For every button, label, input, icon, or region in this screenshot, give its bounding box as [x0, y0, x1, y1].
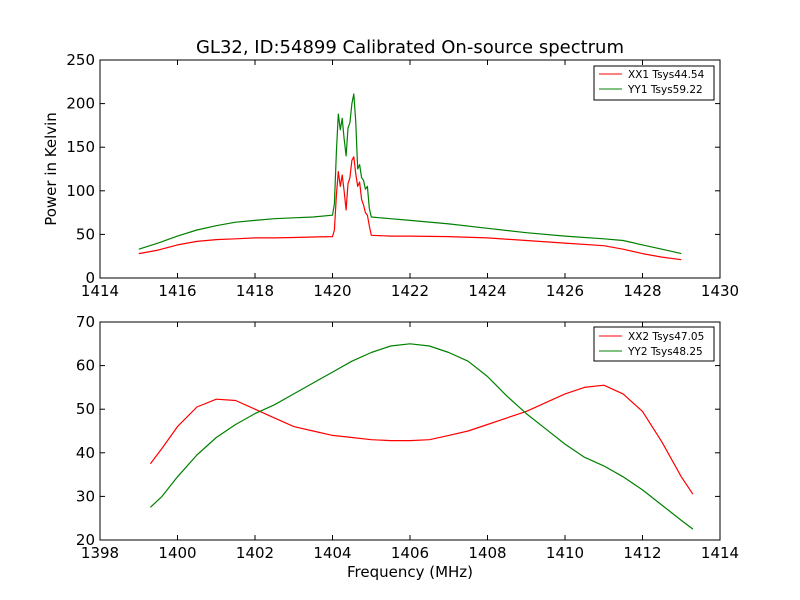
bottom-series-line-xx — [149, 384, 694, 495]
top-series-line-yy — [138, 93, 682, 255]
bottom-y-tick-label: 60 — [76, 357, 95, 375]
top-x-tick-label: 1424 — [468, 282, 506, 300]
bottom-panel: 1398 1400 1402 1404 1406 1408 1410 1412 1414 20 30… — [76, 313, 739, 581]
top-y-tick-label: 250 — [66, 51, 95, 69]
top-legend-label-yy1: YY1 Tsys59.22 — [627, 84, 703, 96]
top-y-axis-label: Power in Kelvin — [42, 112, 60, 226]
top-x-tick-label: 1416 — [158, 282, 196, 300]
bottom-y-tick-label: 70 — [76, 313, 95, 331]
top-panel: 1414 1416 1418 1420 1422 1424 1426 1428 1430 0 50 1… — [42, 51, 739, 300]
top-series-line-xx — [138, 156, 682, 261]
top-x-tick-label: 1414 — [81, 282, 119, 300]
bottom-legend-label-xx2: XX2 Tsys47.05 — [628, 331, 704, 343]
top-y-tick-label: 50 — [76, 225, 95, 243]
chart-title: GL32, ID:54899 Calibrated On-source spec… — [196, 37, 624, 58]
bottom-x-tick-label: 1400 — [158, 544, 196, 562]
bottom-tick-group: 1398 1400 1402 1404 1406 1408 1410 1412 1414 20 30… — [76, 313, 739, 562]
bottom-x-tick-label: 1404 — [313, 544, 351, 562]
top-x-tick-label: 1430 — [701, 282, 739, 300]
top-x-tick-label: 1418 — [236, 282, 274, 300]
bottom-series-group — [149, 343, 694, 530]
bottom-x-axis-label: Frequency (MHz) — [347, 563, 473, 581]
bottom-legend-label-yy2: YY2 Tsys48.25 — [627, 346, 703, 358]
top-y-tick-label: 0 — [85, 269, 95, 287]
top-y-tick-label: 200 — [66, 95, 95, 113]
bottom-y-tick-label: 50 — [76, 400, 95, 418]
bottom-x-tick-label: 1410 — [546, 544, 584, 562]
top-series-group — [138, 93, 682, 261]
top-tick-group: 1414 1416 1418 1420 1422 1424 1426 1428 1430 0 50 1… — [66, 51, 739, 300]
bottom-y-tick-label: 20 — [76, 531, 95, 549]
bottom-x-tick-label: 1412 — [623, 544, 661, 562]
top-x-tick-label: 1420 — [313, 282, 351, 300]
top-legend-box — [593, 65, 715, 101]
bottom-x-tick-label: 1408 — [468, 544, 506, 562]
top-x-tick-label: 1428 — [623, 282, 661, 300]
bottom-series-line-yy — [149, 343, 694, 530]
bottom-x-tick-label: 1414 — [701, 544, 739, 562]
bottom-x-tick-label: 1406 — [391, 544, 429, 562]
bottom-x-tick-label: 1402 — [236, 544, 274, 562]
top-legend-label-xx1: XX1 Tsys44.54 — [628, 69, 705, 81]
bottom-y-tick-label: 40 — [76, 444, 95, 462]
bottom-legend-box — [593, 326, 715, 362]
top-x-tick-label: 1426 — [546, 282, 584, 300]
top-legend: XX1 Tsys44.54 YY1 Tsys59.22 — [593, 65, 715, 101]
bottom-x-tick-label: 1398 — [81, 544, 119, 562]
bottom-y-tick-label: 30 — [76, 487, 95, 505]
bottom-legend: XX2 Tsys47.05 YY2 Tsys48.25 — [593, 326, 715, 362]
top-y-tick-label: 100 — [66, 182, 95, 200]
top-x-tick-label: 1422 — [391, 282, 429, 300]
top-y-tick-label: 150 — [66, 138, 95, 156]
